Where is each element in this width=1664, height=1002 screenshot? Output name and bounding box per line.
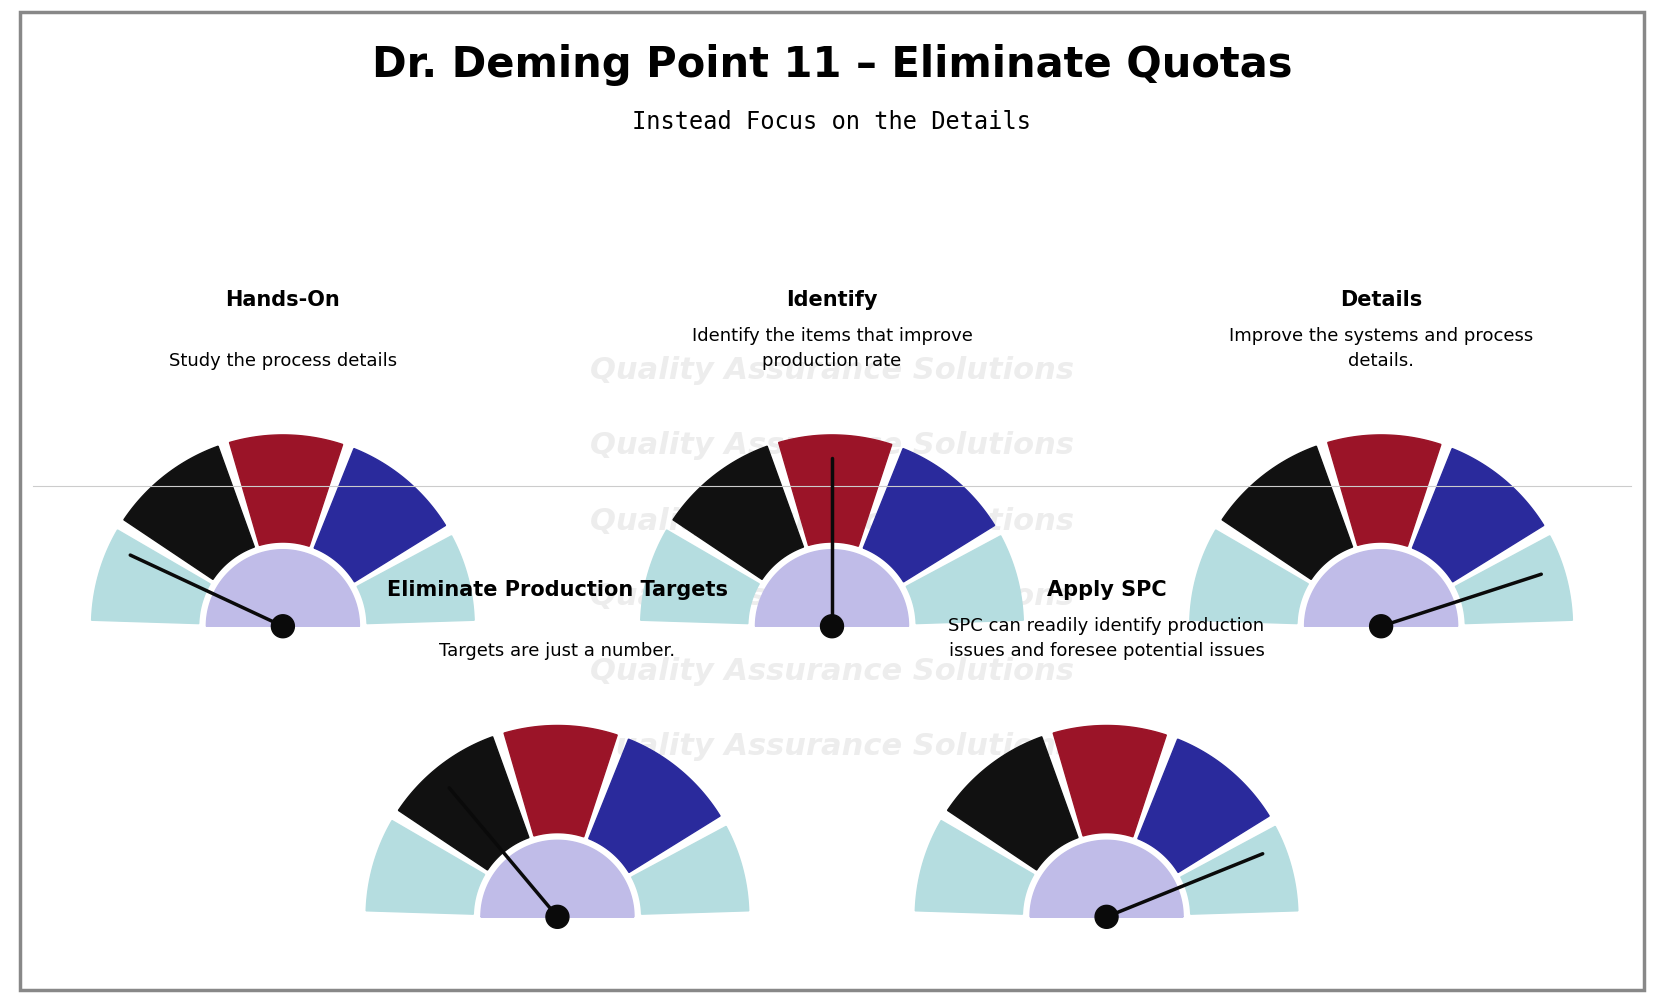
Polygon shape bbox=[230, 435, 343, 546]
Polygon shape bbox=[314, 449, 446, 582]
Text: Apply SPC: Apply SPC bbox=[1047, 580, 1166, 600]
Polygon shape bbox=[1181, 827, 1298, 914]
Text: Quality Assurance Solutions: Quality Assurance Solutions bbox=[591, 357, 1073, 385]
Polygon shape bbox=[1328, 435, 1441, 546]
Polygon shape bbox=[481, 841, 634, 917]
Polygon shape bbox=[504, 725, 617, 837]
Polygon shape bbox=[92, 530, 210, 623]
Text: Quality Assurance Solutions: Quality Assurance Solutions bbox=[591, 432, 1073, 460]
Polygon shape bbox=[907, 536, 1023, 623]
Text: Quality Assurance Solutions: Quality Assurance Solutions bbox=[591, 582, 1073, 610]
Polygon shape bbox=[641, 530, 759, 623]
Polygon shape bbox=[271, 615, 295, 637]
Polygon shape bbox=[1190, 530, 1308, 623]
Polygon shape bbox=[398, 736, 529, 870]
Text: Improve the systems and process
details.: Improve the systems and process details. bbox=[1230, 327, 1533, 370]
Polygon shape bbox=[1305, 550, 1458, 626]
Polygon shape bbox=[1030, 841, 1183, 917]
Polygon shape bbox=[672, 446, 804, 579]
Text: Eliminate Production Targets: Eliminate Production Targets bbox=[388, 580, 727, 600]
Polygon shape bbox=[1053, 725, 1166, 837]
Polygon shape bbox=[1221, 446, 1353, 579]
Polygon shape bbox=[589, 739, 721, 873]
Polygon shape bbox=[206, 550, 359, 626]
Polygon shape bbox=[1413, 449, 1544, 582]
Polygon shape bbox=[779, 435, 892, 546]
Text: Quality Assurance Solutions: Quality Assurance Solutions bbox=[591, 657, 1073, 685]
Text: Identify: Identify bbox=[787, 290, 877, 310]
Text: Targets are just a number.: Targets are just a number. bbox=[439, 642, 676, 660]
Text: Quality Assurance Solutions: Quality Assurance Solutions bbox=[591, 732, 1073, 761]
Polygon shape bbox=[1369, 615, 1393, 637]
Polygon shape bbox=[632, 827, 749, 914]
Text: Instead Focus on the Details: Instead Focus on the Details bbox=[632, 110, 1032, 134]
Text: Study the process details: Study the process details bbox=[168, 352, 398, 370]
Text: Details: Details bbox=[1340, 290, 1423, 310]
Polygon shape bbox=[864, 449, 995, 582]
Polygon shape bbox=[1138, 739, 1270, 873]
Text: Identify the items that improve
production rate: Identify the items that improve producti… bbox=[692, 327, 972, 370]
Polygon shape bbox=[366, 821, 484, 914]
Polygon shape bbox=[358, 536, 474, 623]
Polygon shape bbox=[915, 821, 1033, 914]
Polygon shape bbox=[1095, 906, 1118, 928]
Text: Quality Assurance Solutions: Quality Assurance Solutions bbox=[591, 507, 1073, 535]
Text: Dr. Deming Point 11 – Eliminate Quotas: Dr. Deming Point 11 – Eliminate Quotas bbox=[371, 44, 1293, 86]
Polygon shape bbox=[820, 615, 844, 637]
Polygon shape bbox=[546, 906, 569, 928]
Text: Hands-On: Hands-On bbox=[226, 290, 339, 310]
Polygon shape bbox=[755, 550, 909, 626]
Text: SPC can readily identify production
issues and foresee potential issues: SPC can readily identify production issu… bbox=[948, 617, 1265, 660]
Polygon shape bbox=[1456, 536, 1572, 623]
Polygon shape bbox=[123, 446, 255, 579]
Polygon shape bbox=[947, 736, 1078, 870]
